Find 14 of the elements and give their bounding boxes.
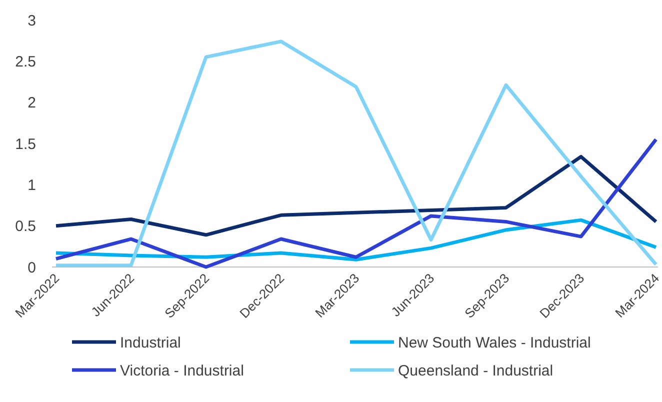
legend-label: New South Wales - Industrial (398, 334, 591, 352)
line-series (54, 40, 658, 268)
legend-label: Industrial (120, 334, 181, 352)
y-tick-label: 2 (28, 94, 36, 112)
y-tick-label: 0.5 (15, 218, 36, 236)
line-series (54, 154, 658, 237)
legend-label: Queensland - Industrial (398, 362, 554, 380)
y-tick-label: 1.5 (15, 136, 36, 153)
y-tick-label: 2.5 (15, 53, 36, 70)
y-tick-label: 0 (28, 259, 36, 276)
y-tick-label: 3 (28, 12, 36, 30)
legend-label: Victoria - Industrial (120, 362, 244, 380)
y-tick-label: 1 (28, 176, 36, 194)
line-series (54, 138, 658, 269)
